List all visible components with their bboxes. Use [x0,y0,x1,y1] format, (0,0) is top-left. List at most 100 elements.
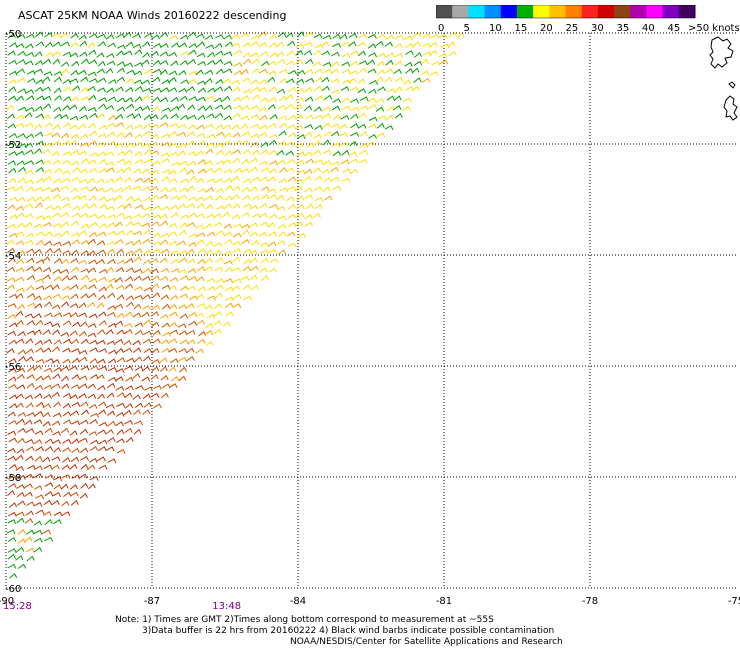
wind-barb [287,213,296,219]
wind-barb [125,295,135,301]
wind-barb [287,124,297,130]
wind-barb [7,411,16,417]
wind-barb [431,61,441,66]
wind-barb [26,196,36,202]
wind-barb [80,223,90,229]
wind-barb [143,286,153,292]
wind-barb [8,132,18,139]
wind-barb [105,34,115,40]
lat-label: -54 [5,251,21,262]
wind-barb [216,131,225,137]
wind-barb [88,231,98,238]
wind-barb [107,420,116,427]
wind-barb [179,339,189,345]
wind-barb [170,195,180,201]
wind-barb [196,239,205,245]
wind-barb [258,31,267,37]
wind-barb [350,60,359,67]
wind-barb [62,285,71,291]
wind-barb [42,256,51,263]
wind-barb [187,140,196,146]
wind-barb [357,78,366,85]
wind-barb [394,52,404,58]
wind-barb [368,133,377,139]
wind-barb [242,52,251,58]
legend-labels: 0 5 10 15 20 25 30 35 40 45 >50 knots [438,23,740,34]
wind-barb [42,529,52,535]
wind-barb [115,86,124,92]
wind-barb [6,239,15,246]
legend-swatch [662,5,680,18]
wind-barb [285,103,295,110]
wind-barb [42,403,52,409]
wind-barb [304,96,314,102]
legend-label: 40 [642,23,655,34]
wind-barb [24,394,34,400]
wind-barb [339,33,348,40]
wind-barb [358,67,367,74]
wind-barb [153,43,162,49]
wind-barb [231,214,241,220]
wind-barb [268,122,277,128]
wind-barb [89,130,98,137]
wind-barb [7,123,17,129]
wind-barb [215,257,224,263]
wind-barb [277,223,287,229]
wind-barb [161,157,170,164]
wind-barb [141,41,151,47]
wind-barb [105,53,115,59]
wind-barb [133,213,142,219]
wind-barb [143,206,153,212]
wind-barb [322,106,331,112]
wind-barb [213,213,222,219]
wind-barb [232,132,241,138]
wind-speed-legend: 0 5 10 15 20 25 30 35 40 45 >50 knots [436,5,740,34]
wind-barb [285,196,295,202]
wind-barb [278,95,287,102]
wind-barb [369,80,379,85]
wind-barb [7,50,16,56]
wind-barb [87,393,97,399]
wind-barb [213,303,223,309]
wind-barb [169,131,178,137]
wind-barb [51,132,61,138]
wind-barb [33,485,43,491]
wind-barb [232,112,241,119]
wind-barb [312,212,321,219]
wind-barb [141,376,151,382]
wind-barb [44,205,54,211]
wind-barb [195,177,205,184]
wind-barb [196,266,206,272]
wind-barb [106,292,116,299]
wind-barb [350,86,359,92]
wind-barb [70,338,79,345]
wind-barb [97,409,107,415]
wind-barb [160,374,169,381]
wind-barb [125,41,134,48]
wind-barb [295,49,304,56]
wind-barb [43,295,53,301]
wind-barb [151,347,160,354]
wind-barb [134,286,144,292]
wind-barb [314,204,323,210]
wind-barb [24,473,34,479]
wind-barb [141,168,150,175]
wind-barb [439,59,449,65]
wind-barb [115,411,125,417]
wind-barb [133,275,142,281]
wind-barb [213,310,222,317]
wind-barb [71,321,81,327]
lat-label: -58 [5,473,21,484]
wind-barb [359,142,368,148]
wind-barb [332,150,341,157]
wind-barb [205,44,215,50]
wind-barb [134,420,143,426]
wind-barb [197,258,206,265]
wind-barb [287,114,297,120]
wind-barb [25,356,34,362]
wind-barb [177,124,187,129]
wind-barb [177,143,187,149]
wind-barb [88,59,98,65]
wind-barb [143,330,152,336]
wind-barb [152,76,161,83]
